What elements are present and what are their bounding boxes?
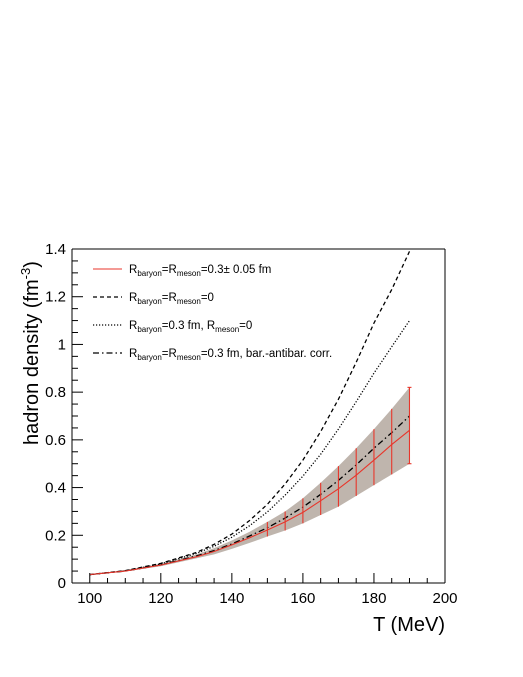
series-line-dash-dot: [89, 415, 410, 576]
x-tick-label: 100: [77, 590, 102, 607]
y-ticks: 0 0.2 0.4 0.6 0.8 1 1.2 1.4: [45, 241, 83, 592]
legend-label-subscript: meson: [177, 297, 201, 306]
legend-label: Rbaryon=0.3 fm, Rmeson=0: [129, 320, 252, 334]
series-layer: [89, 251, 411, 576]
error-bar-layer: [266, 386, 412, 537]
y-tick-label: 1: [58, 336, 66, 353]
legend-label-part: =0.3 fm, R: [162, 320, 215, 332]
legend-label-part: R: [129, 348, 137, 360]
legend-label-subscript: baryon: [137, 353, 161, 362]
y-tick-label: 0.2: [45, 527, 66, 544]
y-tick-label: 0.6: [45, 432, 66, 449]
legend-label-part: =0.3 fm, bar.-antibar. corr.: [201, 348, 332, 360]
legend-label-subscript: meson: [215, 325, 239, 334]
y-tick-label: 0.4: [45, 480, 66, 497]
y-axis-title-close: ): [21, 261, 43, 268]
y-axis-title-sup: -3: [18, 268, 33, 280]
legend-label-subscript: meson: [177, 269, 201, 278]
legend-label-part: R: [129, 264, 137, 276]
x-tick-label: 160: [290, 590, 315, 607]
legend-label-part: =R: [162, 348, 177, 360]
legend-label: Rbaryon=Rmeson=0.3 fm, bar.-antibar. cor…: [129, 348, 332, 362]
x-tick-label: 200: [432, 590, 457, 607]
x-ticks: 100 120 140 160 180 200: [71, 573, 458, 607]
legend-label-part: R: [129, 292, 137, 304]
legend-label-subscript: baryon: [137, 297, 161, 306]
legend-label-part: =0: [239, 320, 252, 332]
x-tick-label: 140: [219, 590, 244, 607]
legend-label-part: =R: [162, 292, 177, 304]
series-line-dotted: [89, 320, 411, 576]
legend-label: Rbaryon=Rmeson=0.3± 0.05 fm: [129, 264, 271, 278]
legend-label-part: =0: [201, 292, 214, 304]
legend-label-subscript: meson: [177, 353, 201, 362]
x-tick-label: 120: [148, 590, 173, 607]
series-line-dashed: [89, 251, 411, 576]
legend-label-subscript: baryon: [137, 269, 161, 278]
y-tick-label: 0.8: [45, 384, 66, 401]
legend-label-subscript: baryon: [137, 325, 161, 334]
x-axis-title: T (MeV): [373, 614, 445, 636]
series-line-solid-red-with-band: [89, 429, 410, 576]
uncertainty-band: [89, 387, 410, 575]
uncertainty-band-layer: [89, 387, 410, 575]
x-tick-label: 180: [361, 590, 386, 607]
y-axis-title-main: hadron density (fm: [21, 279, 43, 445]
legend-label-part: =0.3± 0.05 fm: [201, 264, 272, 276]
legend: Rbaryon=Rmeson=0.3± 0.05 fmRbaryon=Rmeso…: [93, 264, 332, 362]
y-tick-label: 1.2: [45, 289, 66, 306]
legend-label-part: =R: [162, 264, 177, 276]
legend-label-part: R: [129, 320, 137, 332]
y-tick-label: 0: [58, 575, 66, 592]
legend-label: Rbaryon=Rmeson=0: [129, 292, 214, 306]
y-tick-label: 1.4: [45, 241, 66, 258]
y-axis-title: hadron density (fm-3): [18, 261, 43, 445]
